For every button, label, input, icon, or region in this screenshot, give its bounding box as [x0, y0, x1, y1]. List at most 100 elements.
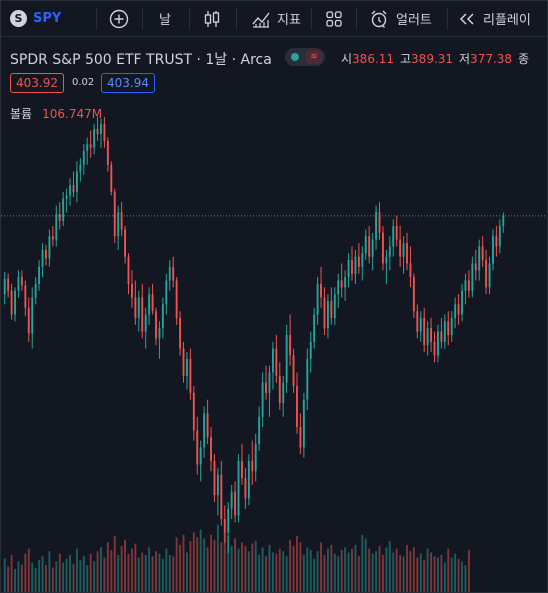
layouts-button[interactable]	[325, 1, 343, 36]
candle-body	[406, 243, 408, 264]
rewind-icon	[459, 12, 474, 25]
toolbar-divider	[96, 8, 97, 30]
candle-body	[244, 478, 247, 499]
volume-bar	[381, 555, 384, 592]
symbol-search[interactable]: S SPY	[10, 1, 61, 36]
spread-value: 0.02	[72, 77, 95, 88]
candle-body	[24, 285, 27, 308]
market-status-toggle[interactable]: ≋	[285, 48, 325, 66]
buy-price-button[interactable]: 403.94	[101, 73, 155, 93]
candle-body	[368, 236, 371, 257]
candle-body	[51, 236, 54, 240]
ohlc-low: 저377.38	[459, 52, 513, 66]
volume-bar	[368, 548, 371, 592]
symbol-logo-icon: S	[10, 10, 27, 27]
toolbar-divider	[311, 8, 312, 30]
chart-type-button[interactable]	[203, 1, 221, 36]
candle-body	[151, 294, 154, 312]
candle-body	[464, 280, 467, 291]
volume-bar	[309, 549, 312, 592]
candle-body	[182, 348, 185, 376]
alert-button[interactable]: 얼러트	[369, 1, 432, 36]
alert-label: 얼러트	[396, 13, 432, 28]
volume-bar	[261, 547, 264, 592]
sell-price-button[interactable]: 403.92	[10, 73, 64, 93]
candle-body	[3, 278, 6, 295]
volume-bar	[58, 553, 61, 592]
candle-body	[268, 372, 271, 393]
volume-bar	[179, 544, 182, 592]
volume-bar	[31, 562, 34, 592]
candle-body	[199, 447, 202, 465]
candle-body	[69, 185, 71, 196]
volume-bar	[371, 553, 374, 592]
candle-body	[79, 164, 82, 172]
candle-body	[471, 263, 474, 291]
volume-bar	[158, 553, 161, 592]
volume-bar	[426, 548, 429, 592]
candle-body	[354, 256, 357, 274]
volume-bar	[237, 548, 240, 592]
candle-body	[134, 297, 137, 318]
volume-bar	[55, 561, 58, 592]
volume-bar	[244, 546, 247, 592]
candle-body	[20, 277, 23, 286]
candle-body	[124, 229, 127, 257]
candle-body	[158, 328, 161, 339]
interval-button[interactable]: 날	[159, 1, 171, 36]
candle-body	[402, 243, 405, 257]
volume-bar	[124, 539, 127, 592]
volume-bar	[437, 557, 439, 592]
volume-bar	[168, 555, 171, 592]
volume-bar	[419, 553, 422, 592]
volume-bar	[361, 534, 364, 592]
candle-body	[186, 358, 188, 376]
candle-body	[7, 278, 10, 291]
volume-bar	[62, 562, 65, 592]
volume-bar	[333, 553, 336, 592]
price-chart[interactable]	[1, 109, 547, 593]
compare-add-button[interactable]	[109, 1, 129, 36]
candle-body	[502, 215, 505, 226]
candle-body	[86, 144, 89, 152]
candle-body	[320, 283, 322, 298]
candle-body	[17, 277, 20, 291]
replay-button[interactable]: 리플레이	[459, 1, 531, 36]
candle-body	[474, 263, 477, 271]
volume-bar	[20, 564, 23, 592]
candle-body	[141, 297, 144, 332]
candle-body	[326, 300, 329, 329]
volume-bar	[399, 555, 402, 592]
volume-bar	[216, 524, 219, 592]
candle-body	[385, 256, 388, 264]
candle-body	[31, 297, 34, 334]
candle-body	[395, 226, 398, 240]
volume-bar	[3, 558, 6, 592]
volume-bars	[3, 524, 470, 592]
candle-body	[289, 335, 292, 356]
candle-body	[106, 140, 109, 165]
indicators-button[interactable]: 지표	[251, 1, 301, 36]
candle-body	[296, 386, 298, 427]
candle-body	[206, 413, 209, 438]
volume-bar	[464, 565, 467, 592]
volume-bar	[161, 558, 164, 592]
candle-body	[302, 399, 305, 448]
symbol-title[interactable]: SPDR S&P 500 ETF TRUST · 1날 · Arca	[10, 52, 272, 68]
volume-bar	[165, 548, 168, 592]
volume-bar	[402, 556, 405, 592]
volume-bar	[127, 553, 130, 592]
volume-bar	[45, 565, 47, 592]
indicators-label: 지표	[277, 13, 301, 28]
candle-body	[65, 195, 68, 199]
toolbar-divider	[189, 8, 190, 30]
candle-body	[330, 300, 333, 318]
candle-body	[351, 260, 353, 274]
volume-bar	[268, 544, 271, 592]
volume-bar	[10, 555, 13, 592]
volume-bar	[313, 558, 316, 592]
candle-body	[110, 164, 113, 192]
candle-body	[447, 321, 450, 335]
candle-body	[179, 317, 182, 349]
volume-bar	[206, 547, 209, 592]
